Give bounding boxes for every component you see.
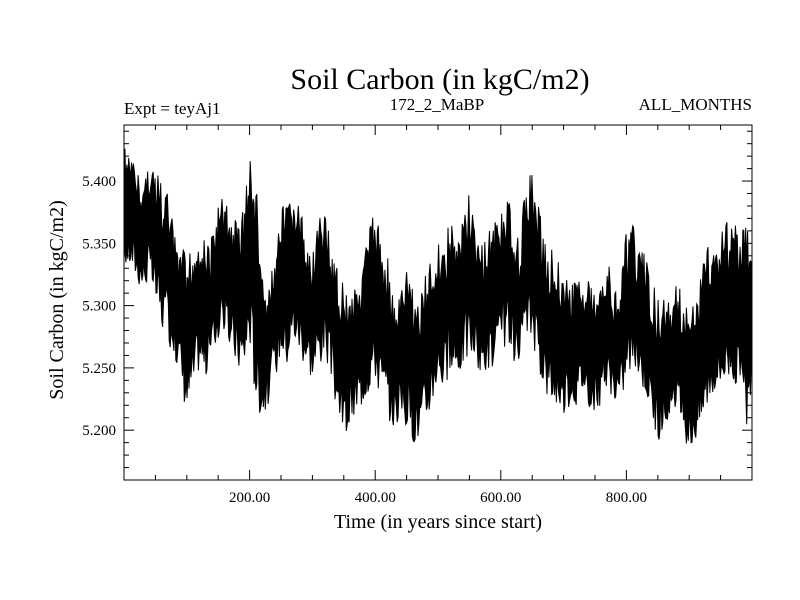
y-tick-label: 5.350	[82, 236, 116, 252]
subtitle-months: ALL_MONTHS	[639, 95, 752, 114]
plot-frame	[123, 124, 753, 481]
x-tick-label: 600.00	[480, 490, 521, 506]
y-axis-label: Soil Carbon (in kgC/m2)	[46, 200, 68, 399]
x-tick-label: 200.00	[229, 490, 270, 506]
y-axis-ticks: 5.200 5.250 5.300 5.350 5.400	[82, 130, 752, 469]
x-axis-label: Time (in years since start)	[334, 511, 542, 533]
x-axis-ticks: 200.00 400.00 600.00 800.00	[154, 125, 722, 506]
subtitle-period: 172_2_MaBP	[390, 95, 484, 114]
plot-area: 200.00 400.00 600.00 800.00 5.200 5.250 5.300…	[82, 124, 753, 506]
chart-title: Soil Carbon (in kgC/m2)	[290, 63, 589, 96]
y-tick-label: 5.400	[82, 174, 116, 190]
y-tick-label: 5.200	[82, 423, 116, 439]
subtitle-experiment: Expt = teyAj1	[124, 99, 220, 118]
y-tick-label: 5.250	[82, 361, 116, 377]
x-tick-label: 800.00	[606, 490, 647, 506]
series-line	[123, 148, 752, 444]
x-tick-label: 400.00	[355, 490, 396, 506]
y-tick-label: 5.300	[82, 299, 116, 315]
